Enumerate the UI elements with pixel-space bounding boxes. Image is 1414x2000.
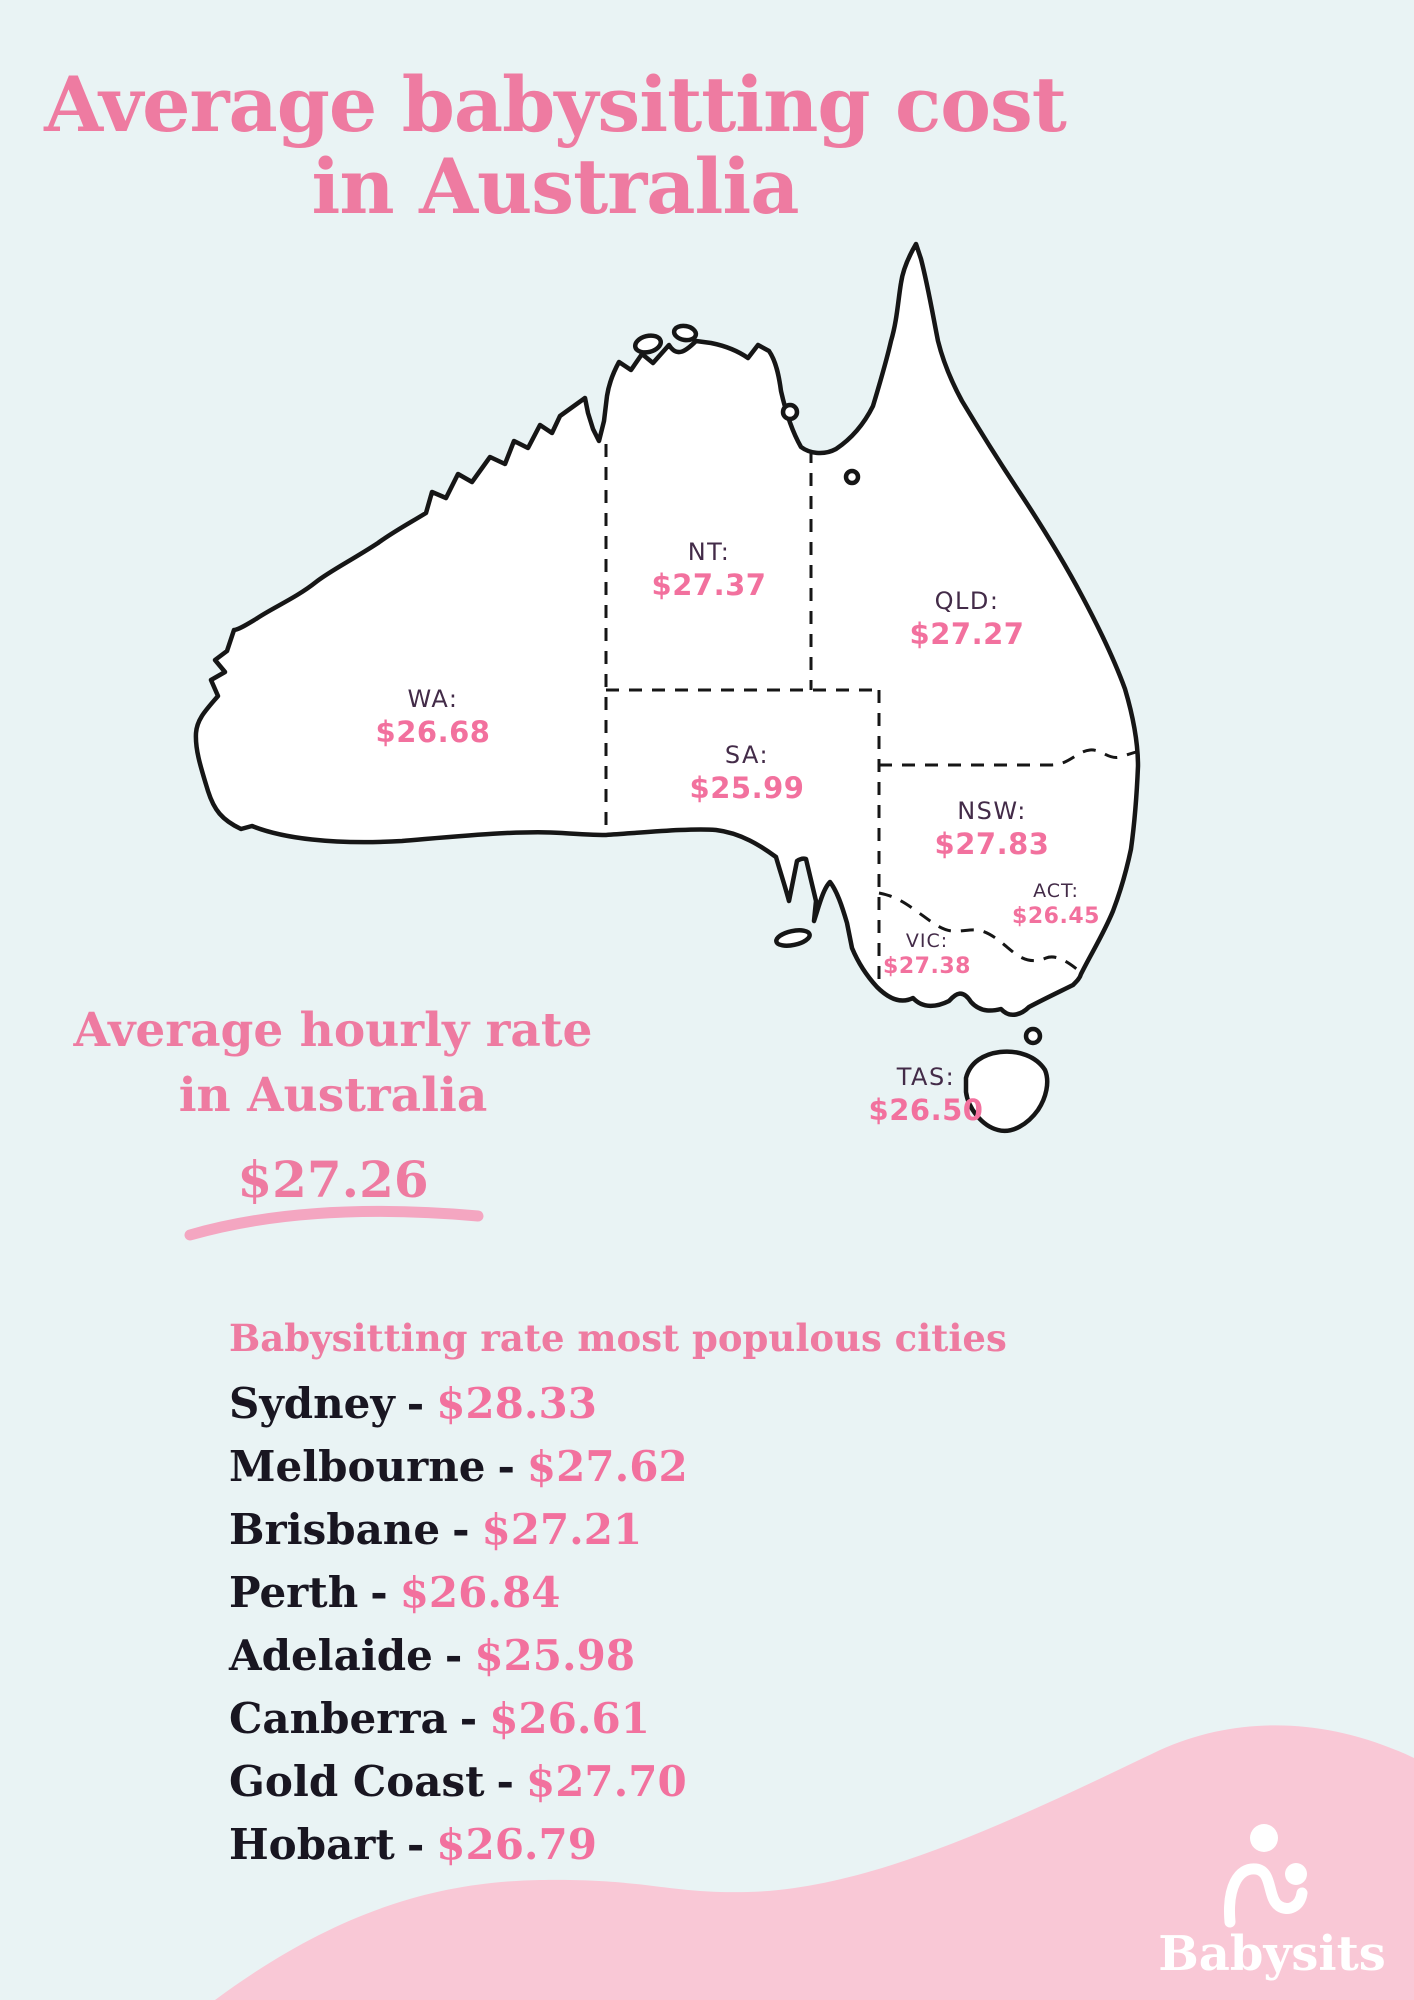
city-separator: - [496, 1757, 514, 1806]
border-qld-nsw [879, 748, 1137, 767]
state-abbr: WA: [407, 685, 459, 713]
city-row-hobart: Hobart - $26.79 [229, 1813, 688, 1876]
island-flinders [1023, 1026, 1043, 1046]
state-price: $27.37 [651, 568, 767, 602]
city-price: $26.84 [399, 1568, 561, 1617]
city-name: Canberra [229, 1694, 448, 1743]
state-label-tas: TAS: $26.50 [869, 1062, 984, 1129]
state-abbr: NT: [687, 538, 731, 566]
city-separator: - [459, 1694, 478, 1743]
city-row-canberra: Canberra - $26.61 [229, 1687, 688, 1750]
babysits-logo-icon [1224, 1824, 1308, 1928]
city-separator: - [497, 1442, 515, 1491]
state-label-vic: VIC: $27.38 [883, 930, 971, 980]
state-abbr: ACT: [1033, 880, 1079, 902]
state-abbr: NSW: [957, 797, 1027, 825]
city-name: Melbourne [229, 1442, 486, 1491]
average-rate-block: Average hourly rate in Australia $27.26 [74, 998, 593, 1209]
wave-decoration [215, 1725, 1414, 2000]
city-price: $26.79 [436, 1820, 597, 1869]
tasmania-outline [963, 1049, 1050, 1134]
city-name: Sydney [229, 1379, 395, 1428]
city-row-gold-coast: Gold Coast - $27.70 [229, 1750, 688, 1813]
state-label-sa: SA: $25.99 [690, 740, 805, 807]
city-price: $27.70 [525, 1757, 687, 1806]
parent-child-curve [1224, 1863, 1308, 1928]
state-label-qld: QLD: $27.27 [910, 586, 1025, 653]
state-label-act: ACT: $26.45 [1012, 880, 1100, 930]
city-row-brisbane: Brisbane - $27.21 [229, 1498, 688, 1561]
state-price: $27.38 [883, 954, 971, 979]
city-price: $25.98 [474, 1631, 636, 1680]
state-price: $26.50 [868, 1093, 984, 1127]
state-price: $27.83 [934, 827, 1050, 861]
state-price: $25.99 [689, 771, 805, 805]
city-name: Brisbane [229, 1505, 441, 1554]
average-rate-heading-line2: in Australia [178, 1068, 488, 1123]
island-kangaroo [774, 928, 812, 948]
city-separator: - [370, 1568, 388, 1617]
underline-swoosh [184, 1205, 484, 1241]
city-name: Gold Coast [229, 1757, 485, 1806]
page-title-line2: in Australia [311, 142, 800, 232]
page-title: Average babysitting cost in Australia [0, 60, 1110, 232]
babysits-wordmark: Babysits [1158, 1926, 1386, 1982]
city-name: Perth [229, 1568, 359, 1617]
city-name: Adelaide [229, 1631, 433, 1680]
city-price: $28.33 [436, 1379, 597, 1428]
city-separator: - [444, 1631, 463, 1680]
child-head-dot [1285, 1863, 1307, 1885]
island-groote [780, 402, 800, 422]
state-price: $26.68 [375, 715, 491, 749]
island-bathurst [671, 323, 699, 343]
parent-head-dot [1250, 1824, 1278, 1852]
border-nsw-vic [878, 891, 1083, 975]
city-price: $27.62 [526, 1442, 688, 1491]
city-row-melbourne: Melbourne - $27.62 [229, 1435, 688, 1498]
average-rate-value: $27.26 [237, 1150, 429, 1209]
state-abbr: SA: [724, 741, 770, 769]
state-label-wa: WA: $26.68 [376, 684, 491, 751]
city-separator: - [452, 1505, 470, 1554]
city-name: Hobart [229, 1820, 395, 1869]
city-separator: - [406, 1379, 425, 1428]
city-separator: - [406, 1820, 425, 1869]
island-melville [632, 333, 664, 355]
page-title-line1: Average babysitting cost [44, 60, 1067, 149]
city-price: $27.21 [481, 1505, 643, 1554]
city-price: $26.61 [489, 1694, 650, 1743]
wave-shape [215, 1725, 1414, 2000]
state-abbr: QLD: [934, 587, 1000, 615]
cities-heading: Babysitting rate most populous cities [229, 1316, 1007, 1360]
state-abbr: TAS: [896, 1063, 956, 1091]
state-label-nsw: NSW: $27.83 [935, 796, 1050, 863]
city-row-sydney: Sydney - $28.33 [229, 1372, 688, 1435]
australia-mainland-outline [193, 241, 1141, 1018]
city-row-adelaide: Adelaide - $25.98 [229, 1624, 688, 1687]
city-row-perth: Perth - $26.84 [229, 1561, 688, 1624]
island-mornington [843, 468, 861, 486]
state-label-nt: NT: $27.37 [652, 537, 767, 604]
average-rate-heading-line1: Average hourly rate [73, 1003, 593, 1058]
state-abbr: VIC: [905, 930, 949, 952]
cities-list: Sydney - $28.33 Melbourne - $27.62 Brisbane -… [229, 1372, 688, 1876]
state-price: $27.27 [909, 617, 1025, 651]
state-price: $26.45 [1012, 904, 1100, 929]
